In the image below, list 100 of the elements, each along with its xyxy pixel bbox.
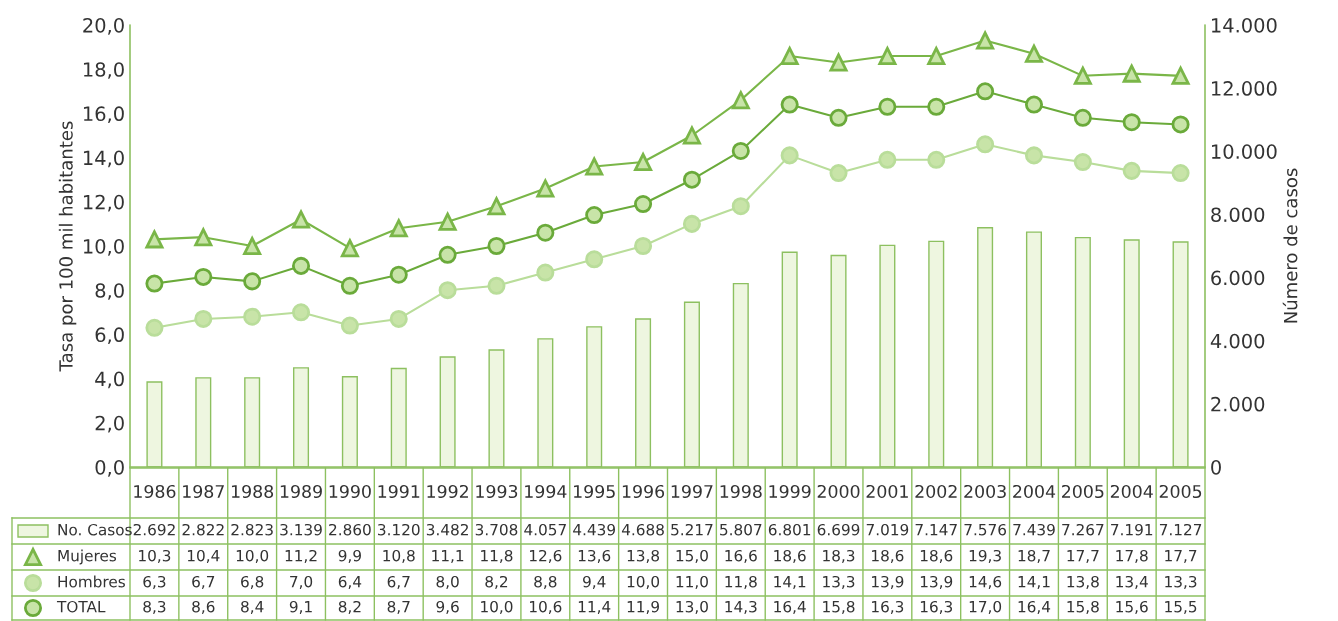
data-label: 8,3 xyxy=(143,600,166,614)
data-label: 3.139 xyxy=(280,523,322,536)
data-label: 8,7 xyxy=(387,600,410,614)
data-label: 16,4 xyxy=(774,600,806,614)
y2-tick-label: 12.000 xyxy=(1212,81,1277,96)
data-label: 8,4 xyxy=(241,600,264,614)
data-label: 10,0 xyxy=(627,575,660,589)
x-tick-label: 1999 xyxy=(769,484,811,499)
data-label: 13,8 xyxy=(627,549,660,563)
y-tick-label: 16,0 xyxy=(83,106,124,124)
data-label: 3.482 xyxy=(426,523,468,536)
data-label: 10,6 xyxy=(530,600,562,614)
data-label: 8,8 xyxy=(534,575,557,589)
data-label: 16,4 xyxy=(1018,600,1051,614)
data-label: 6,7 xyxy=(192,575,215,589)
y-axis-title: Tasa por 100 mil habitantes xyxy=(58,121,77,372)
data-label: 15,8 xyxy=(823,600,855,614)
data-label: 7.191 xyxy=(1111,523,1153,536)
x-tick-label: 1986 xyxy=(134,484,176,499)
y-tick-label: 14,0 xyxy=(83,150,124,168)
data-label: 4.688 xyxy=(621,523,664,536)
y2-tick-label: 14.000 xyxy=(1212,17,1277,33)
legend-label: Mujeres xyxy=(58,549,117,565)
data-label: 11,8 xyxy=(725,575,757,589)
data-label: 6,4 xyxy=(338,575,362,589)
data-label: 11,9 xyxy=(627,600,659,614)
x-tick-label: 2004 xyxy=(1110,484,1153,499)
x-tick-label: 1993 xyxy=(476,484,518,499)
data-label: 18,6 xyxy=(774,549,806,563)
data-label: 7.127 xyxy=(1159,523,1202,536)
y-tick-label: 20,0 xyxy=(83,17,124,35)
y-tick-label: 18,0 xyxy=(83,62,124,79)
data-label: 17,0 xyxy=(969,600,1002,614)
data-label: 10,0 xyxy=(236,549,269,563)
data-label: 15,6 xyxy=(1116,600,1148,614)
y2-tick-label: 6.000 xyxy=(1211,270,1265,286)
data-label: 9,4 xyxy=(583,575,606,589)
y-tick-label: 0,0 xyxy=(95,459,124,477)
data-label: 13,6 xyxy=(578,549,611,563)
data-label: 13,4 xyxy=(1116,575,1148,589)
data-label: 8,2 xyxy=(485,575,508,589)
data-label: 7.439 xyxy=(1013,523,1055,536)
x-tick-label: 1994 xyxy=(525,484,567,499)
x-tick-label: 1987 xyxy=(183,484,224,499)
data-label: 10,3 xyxy=(139,549,171,563)
legend-label: Hombres xyxy=(58,575,125,588)
data-label: 2.822 xyxy=(182,523,224,536)
data-label: 13,9 xyxy=(920,575,953,589)
data-label: 13,3 xyxy=(1165,575,1197,589)
data-label: 3.120 xyxy=(378,523,420,536)
x-tick-label: 1997 xyxy=(671,484,713,499)
data-label: 8,6 xyxy=(192,600,215,614)
data-label: 8,2 xyxy=(338,600,361,614)
data-label: 10,0 xyxy=(481,600,513,614)
data-label: 11,1 xyxy=(432,550,464,563)
data-label: 13,3 xyxy=(823,575,855,589)
x-tick-label: 2004 xyxy=(1013,484,1056,499)
x-tick-label: 2005 xyxy=(1159,484,1202,499)
y-tick-label: 10,0 xyxy=(83,238,124,256)
y2-tick-label: 10.000 xyxy=(1212,144,1277,159)
data-label: 4.057 xyxy=(524,523,566,536)
x-tick-label: 1998 xyxy=(720,484,762,499)
y-tick-label: 2,0 xyxy=(95,415,124,433)
y-tick-label: 6,0 xyxy=(95,327,124,345)
x-tick-label: 2005 xyxy=(1062,484,1104,499)
data-label: 15,0 xyxy=(676,549,708,563)
data-label: 5.217 xyxy=(671,523,713,536)
data-label: 14,1 xyxy=(1018,576,1050,589)
data-label: 6,7 xyxy=(387,575,410,589)
legend-label: No. Casos xyxy=(58,523,132,536)
data-label: 18,6 xyxy=(872,549,904,563)
data-label: 16,3 xyxy=(872,600,904,614)
data-label: 14,1 xyxy=(774,576,806,589)
data-label: 18,3 xyxy=(823,549,855,563)
x-tick-label: 2003 xyxy=(964,484,1006,499)
y-tick-label: 12,0 xyxy=(83,194,124,212)
data-label: 11,2 xyxy=(285,549,317,563)
y2-tick-label: 0 xyxy=(1211,459,1221,475)
data-label: 10,4 xyxy=(187,549,220,563)
data-label: 9,1 xyxy=(289,600,312,614)
data-label: 7.019 xyxy=(866,523,909,536)
data-label: 5.807 xyxy=(720,523,762,536)
data-label: 7.147 xyxy=(915,524,957,536)
data-label: 17,7 xyxy=(1067,550,1099,563)
data-label: 4.439 xyxy=(573,523,615,536)
x-tick-label: 2000 xyxy=(817,484,860,499)
data-label: 7.576 xyxy=(964,523,1007,536)
data-label: 2.823 xyxy=(231,523,273,536)
data-label: 6,3 xyxy=(143,575,166,589)
data-label: 3.708 xyxy=(475,523,518,536)
x-tick-label: 1995 xyxy=(574,484,615,499)
data-label: 11,8 xyxy=(481,549,513,563)
y-tick-label: 4,0 xyxy=(95,371,124,389)
data-label: 18,6 xyxy=(920,549,953,563)
data-label: 13,8 xyxy=(1067,575,1099,589)
x-tick-label: 1990 xyxy=(329,484,371,499)
data-label: 18,7 xyxy=(1018,549,1050,563)
y2-axis-title: Número de casos xyxy=(1282,168,1298,323)
data-label: 9,9 xyxy=(338,549,361,563)
y2-tick-label: 8.000 xyxy=(1211,207,1265,223)
